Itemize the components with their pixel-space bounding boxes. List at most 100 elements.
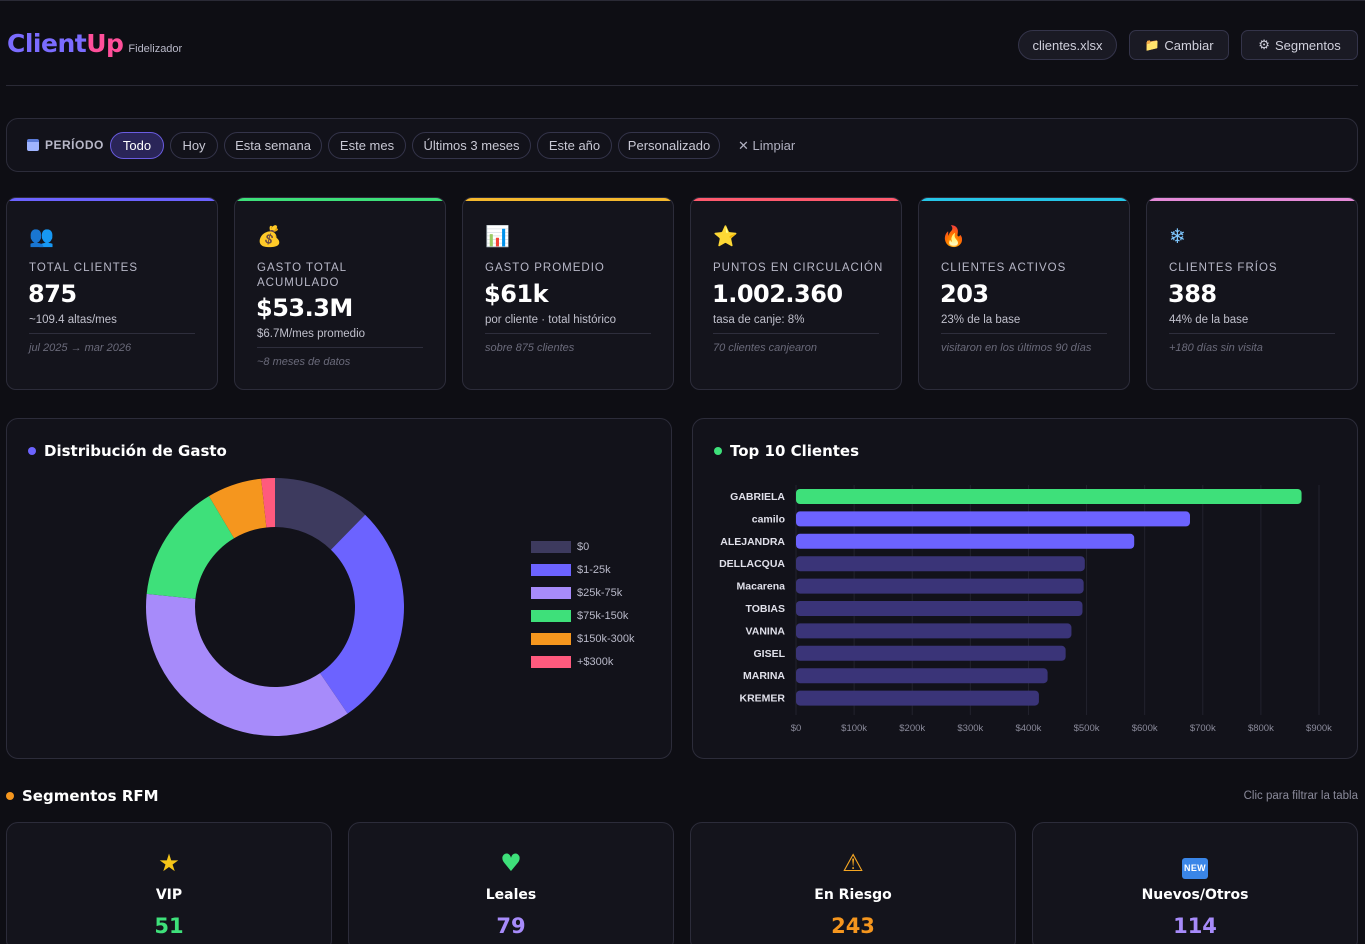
kpi-card-total-spend: 💰 Gasto total acumulado $53.3M $6.7M/mes pr… [234,197,446,390]
period-filter-bar: PERÍODO Todo Hoy Esta semana Este mes Úl… [6,118,1358,172]
kpi-accent-bar [235,198,445,201]
app-header: ClientUp Fidelizador clientes.xlsx 📁 Cam… [6,1,1358,86]
kpi-footnote: sobre 875 clientes [485,342,575,354]
legend-swatch [531,656,571,668]
legend-item[interactable]: $0 [531,541,589,553]
legend-item[interactable]: $150k-300k [531,633,635,645]
donut-chart [146,478,404,736]
x-tick-label: $900k [1306,723,1332,734]
period-chip-hoy[interactable]: Hoy [170,132,218,159]
segment-card-vip[interactable]: ★ VIP 51 [6,822,332,944]
file-name-button[interactable]: clientes.xlsx [1018,30,1117,60]
kpi-footnote: jul 2025 → mar 2026 [29,342,132,354]
kpi-card-avg-spend: 📊 Gasto promedio $61k por cliente · total h… [462,197,674,390]
legend-label: $1-25k [577,564,611,576]
kpi-card-active-clients: 🔥 Clientes activos 203 23% de la base visita… [918,197,1130,390]
legend-item[interactable]: $1-25k [531,564,611,576]
top-clients-bar-chart: $0 $100k $200k $300k $400k $500k $600k $700k $80… [719,485,1332,734]
segment-card-nuevos-otros[interactable]: NEW Nuevos/Otros 114 [1032,822,1358,944]
legend-item[interactable]: $25k-75k [531,587,622,599]
kpi-accent-bar [1147,198,1357,201]
star-icon: ★ [158,849,180,877]
period-chip-todo[interactable]: Todo [110,132,164,159]
kpi-label: Clientes fríos [1169,262,1278,274]
kpi-subtext: tasa de canje: 8% [713,314,805,326]
donut-slice-4[interactable] [208,478,267,539]
kpi-subtext: ~109.4 altas/mes [29,314,117,326]
folder-icon: 📁 [1144,38,1160,52]
donut-slice-5[interactable] [261,478,275,528]
bar-category-label: VANINA [746,625,786,637]
segment-name: En Riesgo [814,887,892,903]
kpi-footnote: +180 días sin visita [1169,342,1263,354]
bar-vanina[interactable] [796,623,1072,639]
kpi-subtext: $6.7M/mes promedio [257,328,366,340]
bar-kremer[interactable] [796,690,1039,706]
x-tick-label: $100k [841,723,867,734]
change-file-button[interactable]: 📁 Cambiar [1129,30,1229,60]
donut-slice-0[interactable] [275,478,366,550]
bar-gabriela[interactable] [796,489,1302,504]
bar-category-label: GISEL [753,648,785,660]
title-dot [714,447,722,455]
segment-count: 243 [831,914,875,938]
legend-swatch [531,587,571,599]
bar-macarena[interactable] [796,578,1084,594]
x-tick-label: $400k [1015,723,1041,734]
money-bag-icon: 💰 [257,224,282,248]
kpi-value: $61k [484,280,549,308]
kpi-divider [485,333,651,334]
x-tick-label: $200k [899,723,925,734]
donut-slice-2[interactable] [146,593,348,736]
period-chip-este-ano[interactable]: Este año [537,132,612,159]
period-chip-este-mes[interactable]: Este mes [328,132,406,159]
x-tick-label: $300k [957,723,983,734]
period-chip-ultimos-3-meses[interactable]: Últimos 3 meses [412,132,531,159]
legend-item[interactable]: $75k-150k [531,610,628,622]
segment-card-en-riesgo[interactable]: ⚠ En Riesgo 243 [690,822,1016,944]
kpi-card-total-clients: 👥 Total clientes 875 ~109.4 altas/mes jul 20… [6,197,218,390]
x-tick-label: $0 [791,723,802,734]
kpi-label: Gasto total acumulado [257,262,347,289]
bar-camilo[interactable] [796,511,1190,527]
kpi-footnote: visitaron en los últimos 90 días [941,342,1092,354]
kpi-label: Clientes activos [941,262,1067,274]
kpi-label: Puntos en circulación [713,262,884,274]
new-icon: NEW [1033,849,1357,879]
bar-tobias[interactable] [796,601,1083,616]
top-clients-title: Top 10 Clientes [714,442,859,460]
period-chip-personalizado[interactable]: Personalizado [618,132,720,159]
kpi-subtext: 23% de la base [941,314,1021,326]
calendar-icon [27,139,39,151]
kpi-accent-bar [463,198,673,201]
bar-marina[interactable] [796,668,1048,684]
clear-filter-button[interactable]: ✕ Limpiar [738,138,796,153]
kpi-accent-bar [691,198,901,201]
bar-dellacqua[interactable] [796,556,1085,572]
segment-card-leales[interactable]: ♥ Leales 79 [348,822,674,944]
kpi-value: 1.002.360 [712,280,843,308]
x-tick-label: $500k [1074,723,1100,734]
spend-distribution-title: Distribución de Gasto [28,442,227,460]
kpi-accent-bar [7,198,217,201]
donut-slice-1[interactable] [320,514,404,714]
bar-category-label: DELLACQUA [719,558,785,570]
kpi-divider [1169,333,1335,334]
period-label: PERÍODO [27,138,104,152]
bar-category-label: GABRIELA [730,491,785,503]
bar-alejandra[interactable] [796,533,1135,549]
segments-button[interactable]: ⚙ Segmentos [1241,30,1358,60]
kpi-subtext: 44% de la base [1169,314,1249,326]
legend-item[interactable]: +$300k [531,656,613,668]
period-chip-esta-semana[interactable]: Esta semana [224,132,322,159]
donut-slice-3[interactable] [146,496,235,599]
kpi-value: 203 [940,280,989,308]
kpi-subtext: por cliente · total histórico [485,314,617,326]
bar-category-label: MARINA [743,670,785,682]
legend-swatch [531,610,571,622]
users-icon: 👥 [29,224,54,248]
kpi-divider [29,333,195,334]
legend-swatch [531,541,571,553]
kpi-value: 875 [28,280,77,308]
bar-gisel[interactable] [796,645,1066,661]
